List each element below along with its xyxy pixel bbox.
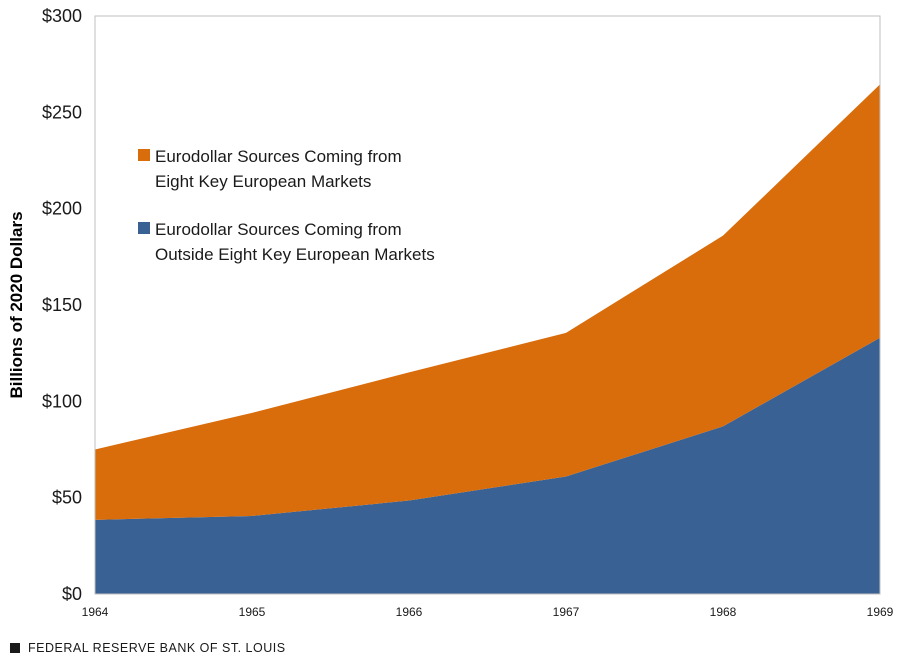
axes — [94, 15, 881, 595]
y-tick-label: $250 — [42, 102, 82, 122]
footer-square-icon — [10, 643, 20, 653]
y-tick-label: $0 — [62, 584, 82, 604]
legend-swatch — [138, 222, 150, 234]
legend: Eurodollar Sources Coming from Eight Key … — [138, 147, 435, 264]
footer-source-text: FEDERAL RESERVE BANK OF ST. LOUIS — [28, 641, 286, 655]
legend-swatch — [138, 149, 150, 161]
plot-frame — [94, 15, 881, 595]
x-tick-labels: 1964 1965 1966 1967 1968 1969 — [82, 605, 894, 619]
legend-label: Eurodollar Sources Coming from — [155, 147, 402, 166]
x-tick-label: 1964 — [82, 605, 109, 619]
x-tick-label: 1968 — [710, 605, 737, 619]
area-series-1 — [95, 84, 880, 520]
legend-label: Outside Eight Key European Markets — [155, 245, 435, 264]
legend-label: Eight Key European Markets — [155, 172, 371, 191]
y-axis-label: Billions of 2020 Dollars — [7, 211, 26, 398]
y-tick-label: $50 — [52, 488, 82, 508]
y-tick-label: $150 — [42, 295, 82, 315]
x-tick-label: 1967 — [553, 605, 580, 619]
x-tick-label: 1966 — [396, 605, 423, 619]
footer-source: FEDERAL RESERVE BANK OF ST. LOUIS — [10, 641, 286, 655]
area-series-group — [95, 84, 880, 594]
y-tick-label: $200 — [42, 199, 82, 219]
legend-label: Eurodollar Sources Coming from — [155, 220, 402, 239]
x-tick-label: 1965 — [239, 605, 266, 619]
x-tick-label: 1969 — [867, 605, 894, 619]
y-tick-label: $300 — [42, 6, 82, 26]
area-series-0 — [95, 337, 880, 594]
y-tick-label: $100 — [42, 391, 82, 411]
y-tick-labels: $0 $50 $100 $150 $200 $250 $300 — [42, 6, 82, 604]
